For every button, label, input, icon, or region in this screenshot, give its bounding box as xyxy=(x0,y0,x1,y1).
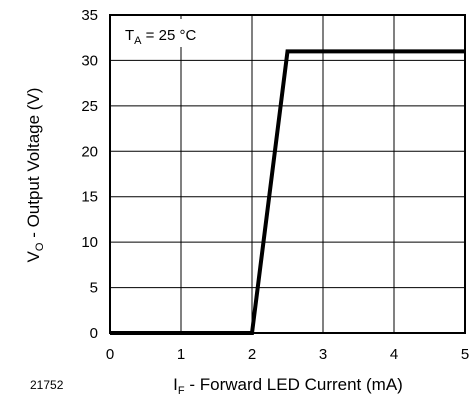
x-tick-label-2: 2 xyxy=(248,346,256,363)
y-tick-label-5: 25 xyxy=(81,98,98,115)
plot-frame xyxy=(109,14,466,334)
x-tick-label-3: 3 xyxy=(319,346,327,363)
series-line-0 xyxy=(110,49,465,335)
y-tick-label-7: 35 xyxy=(81,7,98,24)
annotation-box xyxy=(113,19,223,47)
y-axis-title: VO - Output Voltage (V) xyxy=(24,88,46,263)
y-tick-label-2: 10 xyxy=(81,234,98,251)
grid xyxy=(110,15,465,333)
series-layer xyxy=(110,49,465,335)
y-tick-label-6: 30 xyxy=(81,52,98,69)
y-tick-label-0: 0 xyxy=(90,325,98,342)
x-tick-label-4: 4 xyxy=(390,346,398,363)
x-axis-title: IF - Forward LED Current (mA) xyxy=(173,375,403,397)
x-tick-label-5: 5 xyxy=(461,346,469,363)
x-tick-labels: 0 1 2 3 4 5 xyxy=(106,346,469,363)
x-tick-label-0: 0 xyxy=(106,346,114,363)
y-tick-label-4: 20 xyxy=(81,143,98,160)
y-tick-label-3: 15 xyxy=(81,189,98,206)
x-tick-label-1: 1 xyxy=(177,346,185,363)
y-tick-label-1: 5 xyxy=(90,280,98,297)
figure-id: 21752 xyxy=(30,378,64,392)
annotation-label: TA = 25 °C xyxy=(125,27,196,47)
y-tick-labels: 0 5 10 15 20 25 30 35 xyxy=(81,7,98,342)
